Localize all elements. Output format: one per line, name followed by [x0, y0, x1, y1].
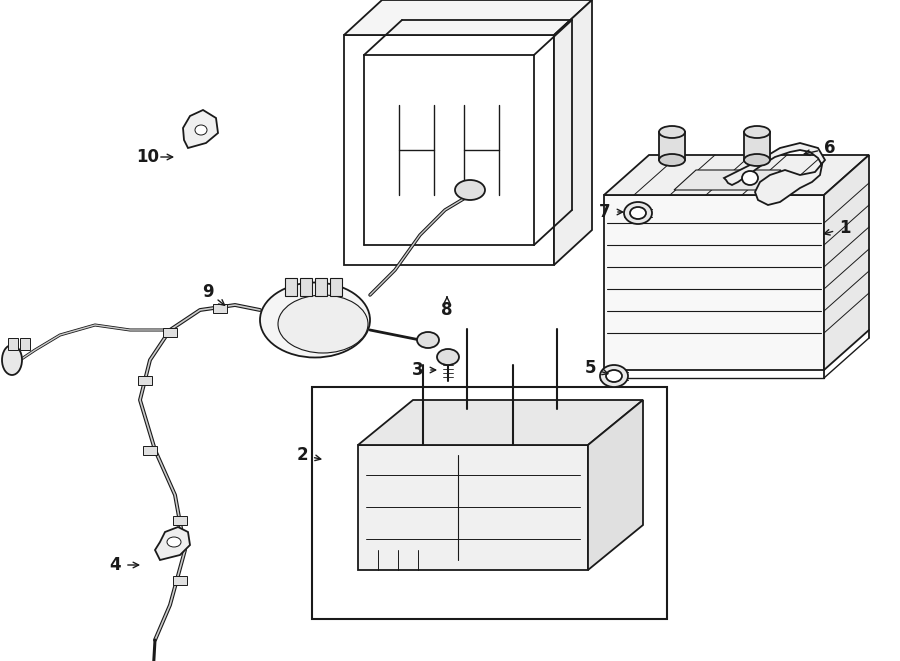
Bar [20, 338, 30, 350]
Bar [312, 387, 667, 619]
Polygon shape [554, 0, 592, 265]
Bar [163, 328, 177, 337]
Text: 5: 5 [584, 359, 596, 377]
Ellipse shape [260, 282, 370, 358]
Ellipse shape [600, 365, 628, 387]
Ellipse shape [2, 345, 22, 375]
Polygon shape [604, 195, 824, 370]
Polygon shape [674, 170, 781, 190]
Polygon shape [744, 132, 770, 160]
Ellipse shape [744, 154, 770, 166]
Text: 4: 4 [109, 556, 121, 574]
Ellipse shape [278, 295, 368, 353]
Text: 9: 9 [202, 283, 214, 301]
Text: 6: 6 [824, 139, 836, 157]
Text: 2: 2 [296, 446, 308, 464]
Ellipse shape [742, 171, 758, 185]
Text: 10: 10 [137, 148, 159, 166]
Text: 3: 3 [412, 361, 424, 379]
Polygon shape [724, 143, 825, 205]
Ellipse shape [606, 370, 622, 382]
Ellipse shape [195, 125, 207, 135]
Bar [143, 446, 157, 455]
Ellipse shape [659, 126, 685, 138]
Bar [315, 278, 327, 296]
Polygon shape [588, 400, 643, 570]
Ellipse shape [437, 349, 459, 365]
Bar [173, 516, 187, 525]
Bar [330, 278, 342, 296]
Polygon shape [604, 155, 869, 195]
Polygon shape [358, 400, 643, 445]
Ellipse shape [630, 207, 646, 219]
Bar [8, 338, 18, 350]
Polygon shape [358, 445, 588, 570]
Polygon shape [659, 132, 685, 160]
Text: 1: 1 [839, 219, 850, 237]
Polygon shape [155, 527, 190, 560]
Ellipse shape [744, 126, 770, 138]
Bar [285, 278, 297, 296]
Ellipse shape [624, 202, 652, 224]
Ellipse shape [167, 537, 181, 547]
Polygon shape [344, 35, 554, 265]
Text: 7: 7 [599, 203, 611, 221]
Text: 8: 8 [441, 301, 453, 319]
Ellipse shape [417, 332, 439, 348]
Ellipse shape [659, 154, 685, 166]
Bar [173, 576, 187, 585]
Polygon shape [824, 155, 869, 370]
Bar [213, 304, 227, 313]
Polygon shape [344, 0, 592, 35]
Polygon shape [183, 110, 218, 148]
Bar [300, 278, 312, 296]
Ellipse shape [455, 180, 485, 200]
Bar [138, 376, 152, 385]
